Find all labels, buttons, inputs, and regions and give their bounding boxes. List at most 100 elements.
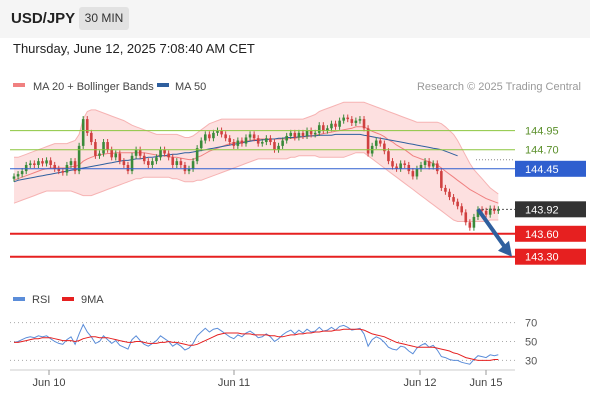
candle-body: [468, 222, 472, 228]
candle-body: [53, 164, 56, 169]
timeframe-button[interactable]: 30 MIN: [79, 7, 129, 30]
candle-body: [395, 166, 398, 169]
candle-body: [195, 148, 199, 162]
candle-body: [362, 119, 366, 129]
candle-body: [391, 161, 394, 167]
candle-body: [484, 210, 488, 215]
candle-body: [383, 143, 386, 152]
support-label: 143.30: [525, 252, 559, 264]
chart-datetime: Thursday, June 12, 2025 7:08:40 AM CET: [13, 41, 255, 56]
candle-body: [488, 208, 492, 215]
candle-body: [232, 142, 236, 146]
bollinger-lower-line: [13, 152, 499, 222]
candle-body: [155, 157, 158, 162]
candle-body: [228, 138, 232, 143]
candle-body: [403, 163, 407, 165]
bollinger-upper-line: [14, 101, 499, 195]
candle-body: [171, 157, 175, 165]
candle-body: [240, 140, 244, 144]
candle-body: [322, 125, 325, 131]
candle-body: [212, 132, 215, 139]
candle-body: [126, 164, 130, 172]
rsi-ma-line: [14, 328, 499, 361]
time-tick-label: Jun 12: [403, 377, 436, 389]
candle-body: [159, 149, 162, 158]
candle-body: [260, 142, 264, 144]
candle-body: [358, 119, 362, 121]
candle-body: [330, 123, 333, 129]
support-label: 143.60: [525, 229, 559, 241]
candle-body: [452, 197, 455, 202]
rsi-plot: 70 50 30: [10, 318, 537, 367]
rsi-level-label: 70: [525, 318, 537, 330]
legend-swatch-rsi: [13, 297, 25, 301]
candle-body: [387, 151, 390, 162]
candle-body: [81, 119, 85, 146]
candle-body: [476, 209, 480, 217]
candle-body: [199, 140, 203, 149]
candle-body: [313, 132, 317, 135]
candle-body: [28, 163, 32, 165]
candle-body: [114, 153, 118, 158]
candle-body: [216, 130, 219, 133]
candle-body: [289, 132, 293, 136]
time-tick-label: Jun 11: [218, 377, 250, 389]
support-label-box: [515, 225, 586, 242]
forecast-arrow-head: [498, 240, 512, 257]
candle-body: [460, 206, 463, 213]
price-levels: 144.95 144.70 144.45 143.92 143.60 143.30: [10, 126, 586, 265]
candle-body: [281, 140, 284, 146]
candle-body: [57, 168, 61, 172]
candle-body: [142, 155, 146, 162]
candle-body: [273, 142, 276, 150]
bollinger-band-fill: [14, 102, 499, 222]
candle-body: [480, 209, 484, 211]
candle-body: [191, 161, 195, 169]
candle-body: [317, 125, 321, 133]
candle-body: [423, 161, 427, 165]
current-price-label: 143.92: [525, 204, 559, 216]
candle-body: [203, 134, 207, 141]
candle-body: [277, 145, 280, 150]
candle-body: [244, 137, 248, 144]
candle-body: [399, 163, 402, 169]
candle-body: [138, 149, 142, 156]
candle-body: [305, 130, 309, 136]
forecast-arrow-shaft: [476, 208, 508, 250]
candle-body: [374, 140, 378, 146]
candle-body: [33, 163, 36, 165]
candle-body: [12, 176, 16, 179]
candle-body: [94, 142, 97, 156]
candle-body: [85, 119, 89, 133]
candle-body: [61, 171, 65, 173]
support-label-box: [515, 248, 586, 265]
candle-body: [179, 161, 183, 165]
candle-body: [427, 161, 431, 167]
candle-body: [301, 132, 305, 136]
candle-body: [183, 164, 187, 172]
candle-body: [41, 161, 44, 164]
candle-body: [37, 161, 40, 165]
candle-body: [411, 171, 415, 177]
candle-body: [407, 164, 411, 172]
legend-label-rsi: RSI: [32, 294, 50, 306]
candle-body: [472, 216, 476, 228]
candle-body: [90, 132, 93, 143]
candle-body: [151, 161, 154, 165]
main-legend: MA 20 + Bollinger Bands MA 50 Research ©…: [13, 81, 581, 93]
candle-body: [448, 191, 451, 198]
candle-body: [435, 163, 439, 172]
legend-swatch-9ma: [62, 297, 74, 301]
candle-body: [167, 153, 170, 158]
chart-credit: Research © 2025 Trading Central: [417, 81, 581, 93]
rsi-legend: RSI 9MA: [13, 294, 104, 306]
candle-body: [208, 134, 211, 139]
legend-label-bollinger: MA 20 + Bollinger Bands: [33, 81, 154, 93]
candle-body: [346, 117, 350, 120]
pivot-label-box: [515, 160, 586, 177]
candle-body: [342, 117, 345, 121]
candle-body: [24, 164, 28, 172]
candle-body: [147, 161, 150, 165]
candle-body: [265, 138, 268, 143]
candle-body: [297, 132, 301, 138]
